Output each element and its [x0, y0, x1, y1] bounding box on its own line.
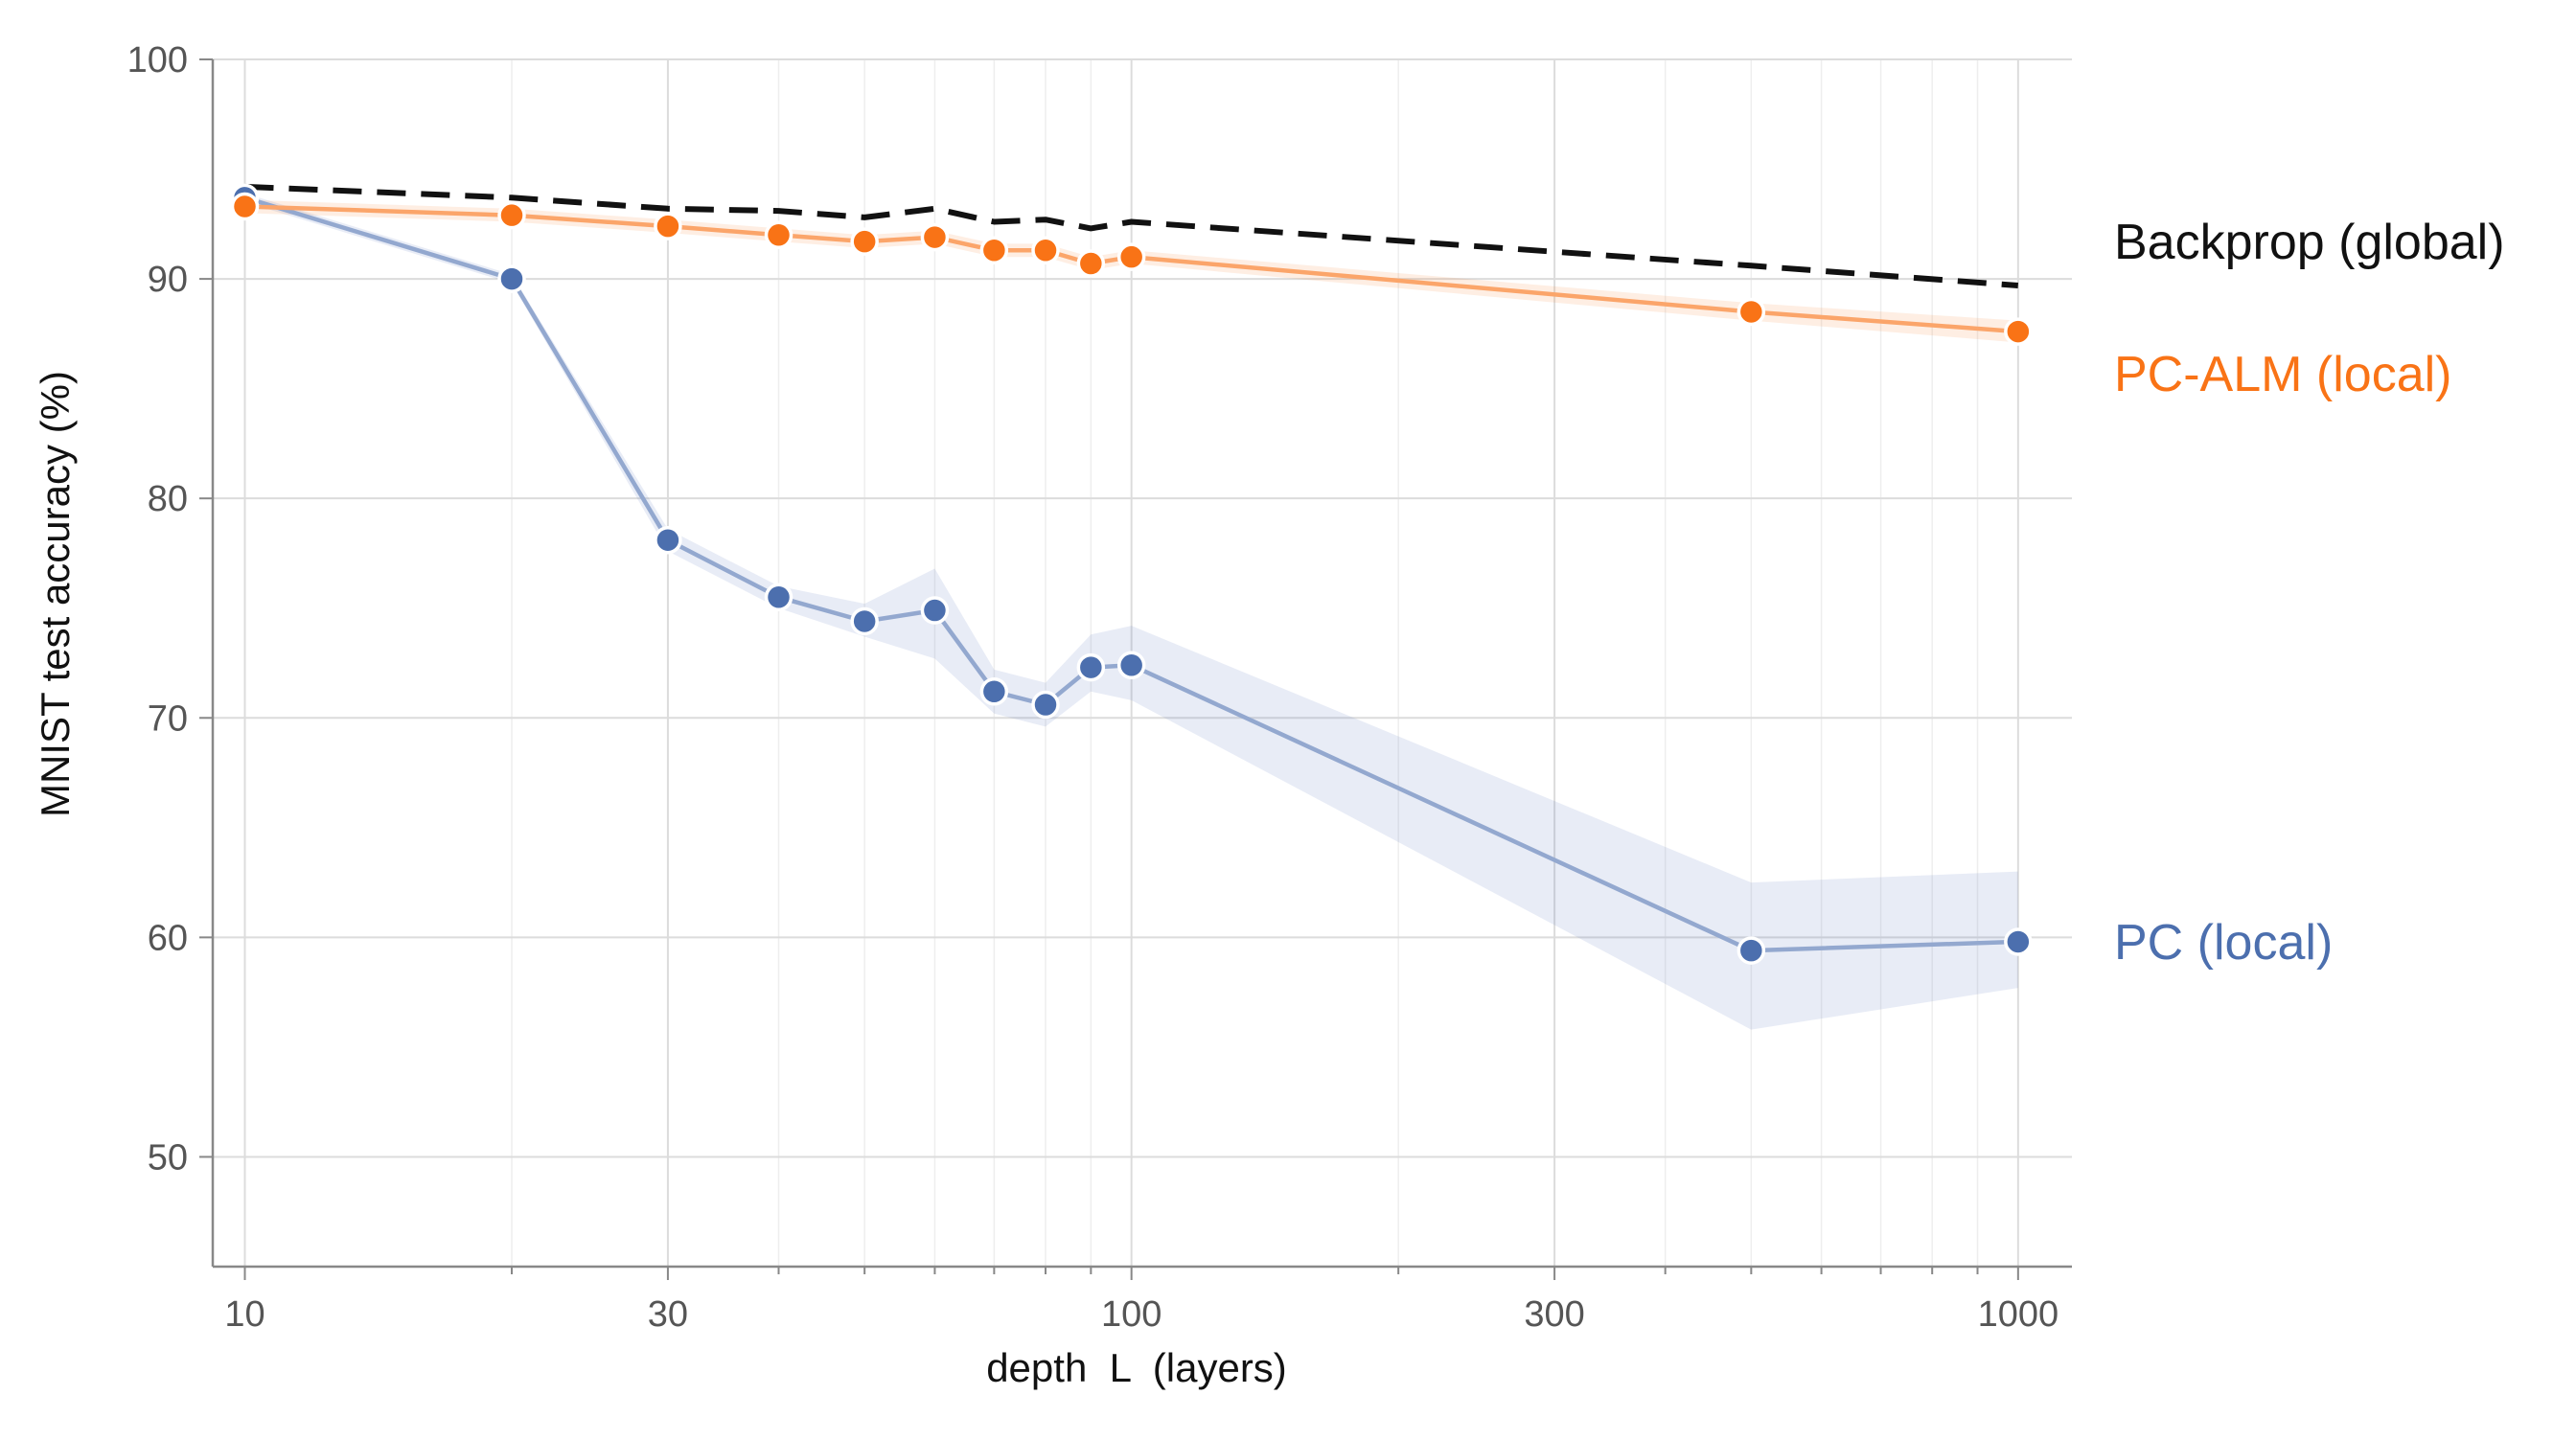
series-label: Backprop (global): [2114, 215, 2505, 270]
data-point: [764, 583, 794, 612]
y-tick-label: 50: [148, 1137, 188, 1178]
data-point: [1076, 652, 1106, 682]
data-point: [1076, 249, 1106, 278]
series-line: [244, 204, 2018, 334]
x-tick-label: 30: [648, 1294, 688, 1335]
data-point: [850, 606, 879, 636]
y-tick-label: 60: [148, 918, 188, 958]
data-point: [230, 192, 260, 221]
data-point: [497, 264, 526, 293]
x-tick-label: 10: [224, 1294, 264, 1335]
series-lines: [243, 183, 2019, 953]
series-markers: [230, 183, 2033, 965]
x-tick-label: 100: [1101, 1294, 1162, 1335]
x-axis-title: depth L (layers): [986, 1345, 1287, 1390]
data-point: [497, 200, 526, 230]
y-tick-label: 90: [148, 260, 188, 300]
tick-labels: 50 60 70 80 90 100 10 30 100 300 1000: [127, 40, 2059, 1335]
series-labels: Backprop (global) PC-ALM (local) PC (local…: [2114, 215, 2505, 971]
data-point: [2004, 927, 2033, 956]
data-point: [1736, 936, 1766, 965]
data-point: [920, 222, 950, 252]
y-tick-label: 80: [148, 479, 188, 519]
grid: [213, 58, 2072, 1267]
data-point: [920, 596, 950, 625]
series-label: PC-ALM (local): [2114, 347, 2452, 402]
data-point: [850, 227, 879, 256]
y-axis-title: MNIST test accuracy (%): [33, 371, 78, 817]
confidence-band: [244, 193, 2018, 1030]
series-line: [243, 195, 2018, 953]
data-point: [1116, 242, 1146, 271]
data-point: [979, 677, 1009, 706]
axes: [199, 58, 2072, 1280]
data-point: [979, 236, 1009, 265]
data-point: [1031, 236, 1060, 265]
data-point: [654, 212, 682, 240]
data-point: [654, 525, 682, 555]
data-point: [2004, 317, 2033, 346]
y-tick-label: 70: [148, 698, 188, 739]
series-line: [244, 183, 2019, 288]
x-tick-label: 300: [1524, 1294, 1584, 1335]
x-tick-label: 1000: [1978, 1294, 2059, 1335]
data-point: [1031, 690, 1060, 720]
data-point: [764, 220, 794, 250]
data-point: [1736, 297, 1766, 327]
data-point: [1116, 651, 1146, 680]
y-tick-label: 100: [127, 40, 188, 80]
series-label: PC (local): [2114, 915, 2333, 971]
